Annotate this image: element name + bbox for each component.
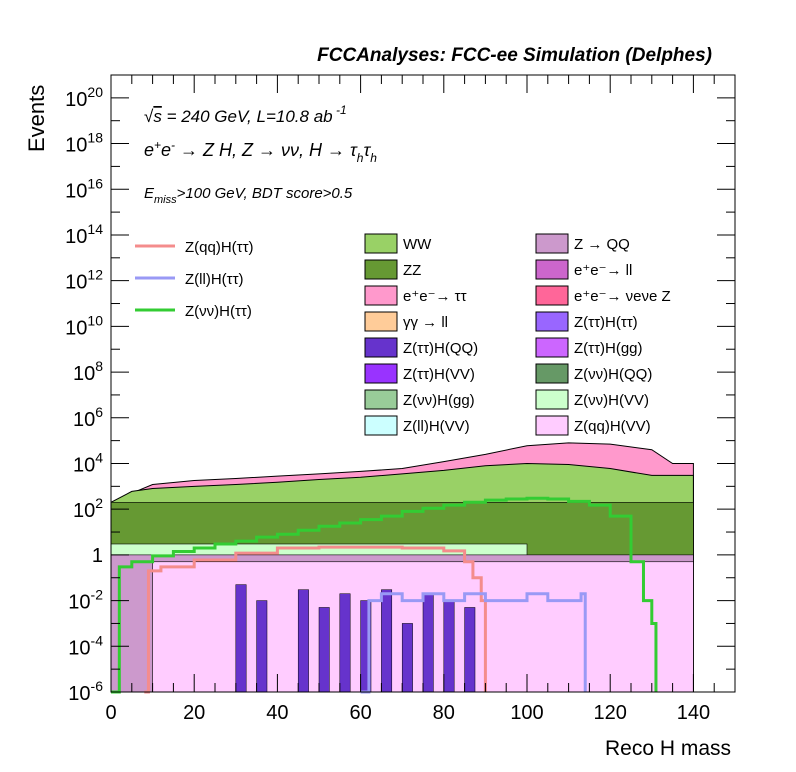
x-axis-label: Reco H mass — [605, 737, 731, 760]
stack-bar — [318, 607, 330, 693]
legend-swatch — [535, 285, 569, 306]
legend-swatch — [535, 415, 569, 436]
stack-bar — [339, 593, 351, 693]
legend-label: ZZ — [403, 262, 421, 279]
legend-label: Z → QQ — [574, 236, 630, 253]
legend-swatch — [364, 415, 398, 436]
legend-swatch — [535, 337, 569, 358]
legend-label: WW — [403, 236, 432, 253]
chart-title: FCCAnalyses: FCC-ee Simulation (Delphes) — [317, 45, 712, 66]
y-axis-label: Events — [24, 85, 49, 152]
legend-label: Z(ττ)H(VV) — [403, 366, 475, 383]
stack-bar — [256, 600, 268, 693]
annotation-cuts: Emiss>100 GeV, BDT score>0.5 — [144, 185, 353, 206]
legend-swatch — [364, 259, 398, 280]
legend-label: Z(ll)H(ττ) — [185, 271, 244, 288]
signal-legend: Z(qq)H(ττ) Z(ll)H(ττ) Z(νν)H(ττ) — [135, 239, 254, 320]
x-tick-label: 140 — [677, 702, 710, 724]
x-tick-label: 120 — [594, 702, 627, 724]
legend-swatch — [535, 259, 569, 280]
y-tick-label: 1010 — [65, 312, 103, 339]
signal-curves — [111, 496, 658, 694]
y-axis: 10-6 10-4 10-2 1 102 104 106 108 1010 1012 1014 101… — [65, 74, 735, 705]
y-tick-label: 1016 — [65, 175, 103, 202]
stack-bar — [464, 607, 476, 693]
signal-curve — [360, 592, 587, 694]
legend-swatch — [535, 233, 569, 254]
stack-bar — [235, 584, 247, 693]
stack-bar — [401, 623, 413, 693]
legend-label: Z(ττ)H(QQ) — [403, 340, 478, 357]
stack-bar — [422, 593, 434, 693]
legend-label: e⁺e⁻→ νeνe Z — [574, 288, 671, 305]
legend-swatch — [364, 337, 398, 358]
legend-swatch — [535, 389, 569, 410]
svg-text:e+e- → Z H, Z → νν, H → τhτh: e+e- → Z H, Z → νν, H → τhτh — [144, 138, 377, 165]
legend-label: e⁺e⁻→ ll — [574, 262, 632, 279]
x-tick-label: 0 — [105, 702, 116, 724]
legend-label: Z(νν)H(gg) — [403, 392, 475, 409]
background-legend: WW Z → QQ ZZ e⁺e⁻→ ll e⁺e⁻→ ττ e⁺e⁻→ νeνe Z γγ… — [364, 233, 671, 436]
x-tick-label: 60 — [349, 702, 371, 724]
y-tick-label: 1014 — [65, 221, 103, 248]
stack-bar — [443, 600, 455, 693]
y-tick-label: 10-4 — [68, 632, 103, 659]
svg-text:√s = 240 GeV, L=10.8 ab -1: √s = 240 GeV, L=10.8 ab -1 — [144, 103, 347, 126]
svg-text:Emiss>100 GeV, BDT score>0.5: Emiss>100 GeV, BDT score>0.5 — [144, 185, 353, 206]
x-tick-label: 20 — [183, 702, 205, 724]
y-tick-label: 1020 — [65, 84, 103, 111]
legend-label: Z(νν)H(VV) — [574, 392, 649, 409]
x-tick-label: 40 — [266, 702, 288, 724]
x-tick-label: 80 — [433, 702, 455, 724]
legend-label: Z(ττ)H(ττ) — [574, 314, 638, 331]
y-tick-label: 10-6 — [68, 678, 103, 705]
legend-swatch — [535, 311, 569, 332]
signal-curve — [144, 545, 487, 694]
legend-label: γγ → ll — [403, 314, 448, 331]
y-tick-label: 10-2 — [68, 587, 103, 614]
legend-swatch — [364, 311, 398, 332]
legend-swatch — [364, 233, 398, 254]
stacked-histograms — [110, 442, 694, 693]
signal-curve — [111, 496, 658, 694]
x-tick-label: 100 — [510, 702, 543, 724]
legend-label: Z(qq)H(VV) — [574, 418, 651, 435]
legend-label: Z(νν)H(QQ) — [574, 366, 652, 383]
legend-label: Z(ττ)H(gg) — [574, 340, 643, 357]
y-tick-label: 108 — [73, 358, 103, 385]
stack-bar — [297, 589, 309, 693]
y-tick-label: 1018 — [65, 130, 103, 157]
annotation-process: e+e- → Z H, Z → νν, H → τhτh — [144, 138, 377, 165]
y-tick-label: 1012 — [65, 267, 103, 294]
y-tick-label: 106 — [73, 404, 103, 431]
annotation-energy-lumi: √s = 240 GeV, L=10.8 ab -1 — [144, 103, 347, 126]
y-tick-label: 1 — [92, 545, 103, 567]
legend-label: Z(ll)H(VV) — [403, 418, 470, 435]
legend-swatch — [535, 363, 569, 384]
legend-label: Z(qq)H(ττ) — [185, 239, 254, 256]
legend-swatch — [364, 363, 398, 384]
legend-label: e⁺e⁻→ ττ — [403, 288, 467, 305]
y-tick-label: 102 — [73, 495, 103, 522]
y-tick-label: 104 — [73, 449, 103, 476]
stack-bar — [381, 589, 393, 693]
legend-swatch — [364, 285, 398, 306]
legend-label: Z(νν)H(ττ) — [185, 303, 252, 320]
legend-swatch — [364, 389, 398, 410]
x-axis: 0 20 40 60 80 100 120 140 — [105, 75, 736, 724]
